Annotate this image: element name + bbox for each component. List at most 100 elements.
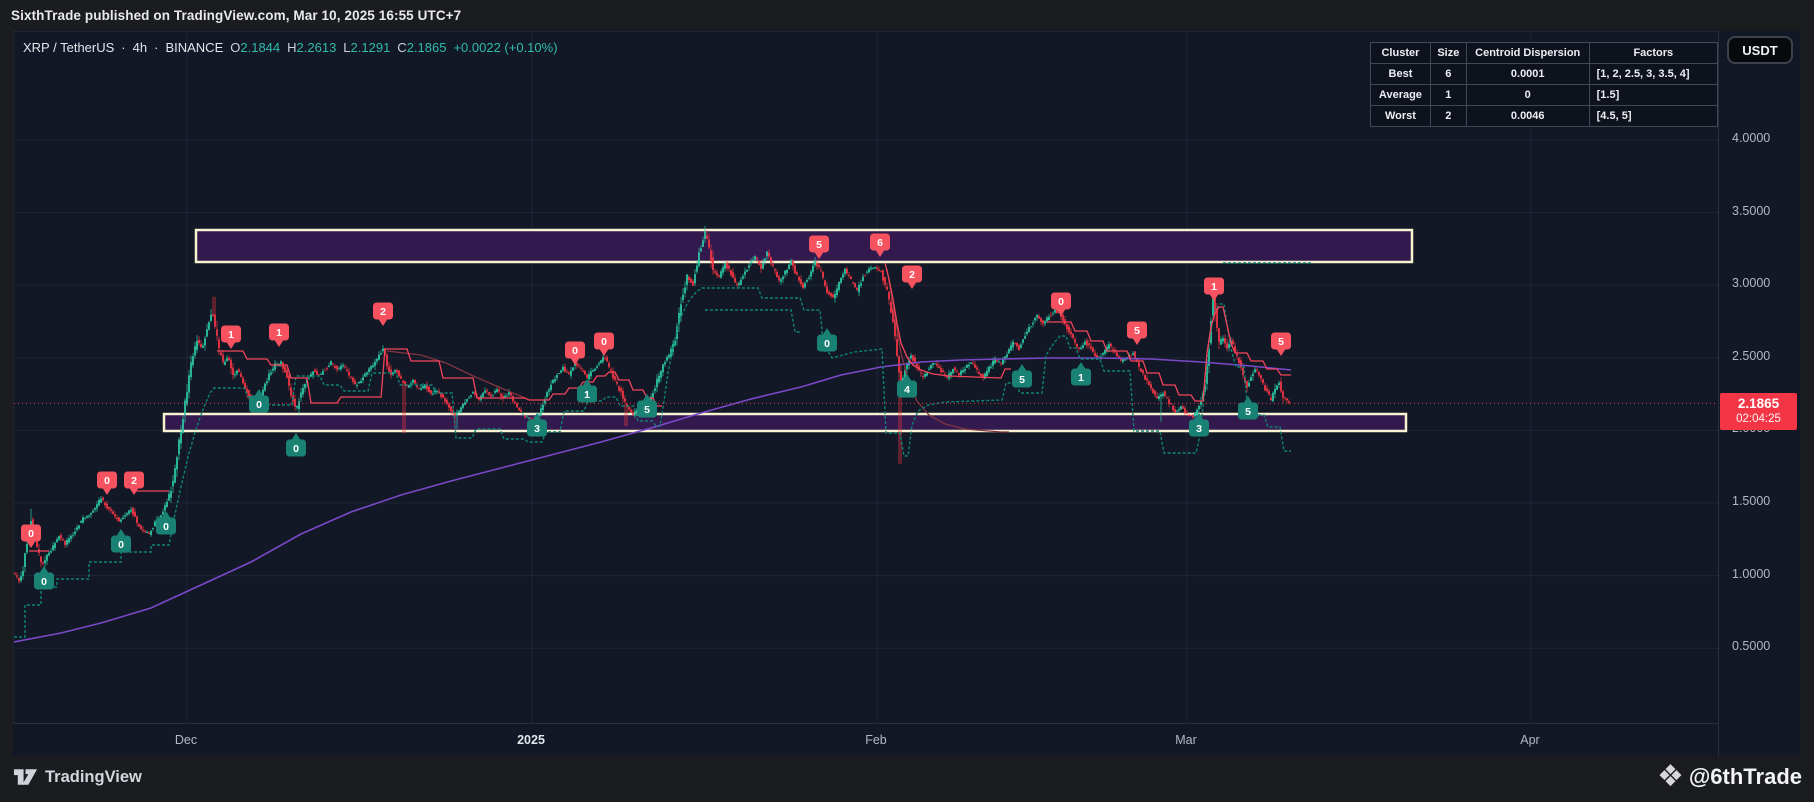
sell-signal-badge: 2 — [124, 471, 144, 495]
svg-text:2: 2 — [909, 269, 915, 281]
price-axis-label: 0.5000 — [1732, 639, 1771, 654]
cluster-row: Best 6 0.0001 [1, 2, 2.5, 3, 3.5, 4] — [1370, 63, 1719, 85]
sell-signal-badge: 5 — [1271, 332, 1291, 356]
price-axis-label: 3.0000 — [1732, 276, 1771, 291]
svg-text:5: 5 — [644, 404, 650, 416]
cluster-cell: 1 — [1429, 84, 1467, 106]
legend-separator: · — [121, 40, 126, 55]
cluster-row: Average 1 0 [1.5] — [1370, 84, 1719, 106]
cluster-col-header: Centroid Dispersion — [1465, 42, 1590, 64]
symbol-title: XRP / TetherUS — [23, 40, 115, 55]
time-axis-label: Dec — [174, 733, 198, 747]
sell-signal-badge: 0 — [594, 332, 614, 356]
buy-signal-badge: 0 — [156, 511, 176, 535]
ohlc-open: O2.1844 — [230, 40, 281, 55]
cluster-cell: [1, 2, 2.5, 3, 3.5, 4] — [1588, 63, 1719, 85]
legend-separator: · — [154, 40, 159, 55]
author-watermark: ❖ @6thTrade — [1657, 762, 1802, 792]
buy-signal-badge: 3 — [527, 413, 547, 437]
buy-signal-badge: 0 — [286, 433, 306, 457]
demand-zone — [162, 412, 1408, 433]
cluster-cell: 0.0046 — [1465, 105, 1590, 127]
time-axis-label: Feb — [865, 733, 887, 747]
cluster-table-head: Cluster Size Centroid Dispersion Factors — [1370, 42, 1719, 64]
ohlc-high: H2.2613 — [287, 40, 337, 55]
author-handle: @6thTrade — [1688, 764, 1802, 789]
cluster-cell: 0.0001 — [1465, 63, 1590, 85]
publish-header: SixthTrade published on TradingView.com,… — [0, 0, 1814, 31]
sell-signal-badge: 1 — [221, 325, 241, 349]
svg-text:0: 0 — [256, 399, 262, 411]
bar-countdown: 02:04:25 — [1736, 413, 1781, 426]
currency-toggle-button[interactable]: USDT — [1727, 36, 1793, 64]
trail-stop-line-secondary — [386, 350, 526, 399]
svg-text:0: 0 — [293, 443, 299, 455]
tradingview-logo-icon — [13, 769, 38, 785]
sell-signal-badge: 2 — [902, 265, 922, 289]
cluster-table-body: Best 6 0.0001 [1, 2, 2.5, 3, 3.5, 4] Average… — [1370, 63, 1719, 127]
sell-signal-badge: 1 — [269, 323, 289, 347]
tradingview-brand: TradingView — [13, 766, 142, 788]
svg-text:0: 0 — [1058, 296, 1064, 308]
price-axis-label: 3.5000 — [1732, 203, 1771, 218]
time-axis-label: 2025 — [517, 733, 545, 747]
buy-signal-badge: 0 — [249, 389, 269, 413]
sell-signal-badge: 1 — [1204, 277, 1224, 301]
buy-signal-badge: 5 — [1238, 396, 1258, 420]
svg-text:0: 0 — [28, 528, 34, 540]
svg-text:1: 1 — [584, 389, 590, 401]
svg-text:5: 5 — [1245, 406, 1251, 418]
cluster-cell: [1.5] — [1588, 84, 1719, 106]
tradingview-brand-text: TradingView — [45, 767, 142, 786]
svg-text:5: 5 — [816, 239, 822, 251]
last-price-label: 2.1865 02:04:25 — [1720, 393, 1797, 431]
buy-signal-badge: 0 — [817, 328, 837, 352]
svg-text:0: 0 — [118, 539, 124, 551]
svg-text:3: 3 — [1196, 423, 1202, 435]
svg-text:5: 5 — [1134, 325, 1140, 337]
svg-text:0: 0 — [601, 336, 607, 348]
svg-text:0: 0 — [104, 475, 110, 487]
cluster-col-header: Cluster — [1370, 42, 1431, 64]
sell-signal-badge: 5 — [809, 235, 829, 259]
trail-stop-line-up — [14, 287, 1291, 638]
cluster-stats-table: Cluster Size Centroid Dispersion Factors Be… — [1370, 42, 1719, 127]
svg-text:0: 0 — [163, 521, 169, 533]
time-axis[interactable]: Dec 2025 Feb Mar Apr — [13, 723, 1718, 756]
buy-signal-badge: 5 — [637, 394, 657, 418]
price-axis[interactable]: USDT 2.1865 02:04:25 4.0000 3.5000 3.0000 2… — [1718, 31, 1800, 756]
symbol-legend: XRP / TetherUS · 4h · BINANCE O2.1844 H2… — [23, 40, 558, 55]
sell-signal-badge: 6 — [870, 233, 890, 257]
buy-signal-badge: 1 — [1071, 362, 1091, 386]
moving-average-line — [14, 357, 1292, 643]
svg-text:5: 5 — [1019, 374, 1025, 386]
cluster-row: Worst 2 0.0046 [4.5, 5] — [1370, 105, 1719, 127]
svg-text:5: 5 — [1278, 336, 1284, 348]
time-axis-label: Apr — [1520, 733, 1540, 747]
ohlc-close: C2.1865 — [397, 40, 447, 55]
cluster-cell: 6 — [1429, 63, 1467, 85]
sell-signal-badge: 0 — [565, 341, 585, 365]
cluster-cell: Worst — [1370, 105, 1431, 127]
supply-zone — [194, 228, 1414, 264]
sell-signal-badge: 0 — [97, 471, 117, 495]
buy-signal-badge: 0 — [111, 529, 131, 553]
price-axis-label: 4.0000 — [1732, 131, 1771, 145]
svg-text:1: 1 — [1211, 281, 1217, 293]
footer-bar: TradingView ❖ @6thTrade — [0, 756, 1814, 802]
buy-signal-badge: 1 — [577, 379, 597, 403]
price-change-label: +0.0022 (+0.10%) — [453, 40, 558, 55]
svg-text:3: 3 — [534, 423, 540, 435]
svg-text:0: 0 — [41, 576, 47, 588]
cluster-cell: [4.5, 5] — [1588, 105, 1719, 127]
cluster-col-header: Factors — [1588, 42, 1719, 64]
svg-text:2: 2 — [131, 475, 137, 487]
svg-text:1: 1 — [276, 327, 282, 339]
price-axis-label: 2.5000 — [1732, 348, 1771, 363]
binance-diamond-icon: ❖ — [1656, 760, 1684, 793]
sell-signal-badge: 5 — [1127, 321, 1147, 345]
trail-stop-line-down — [884, 262, 1011, 379]
